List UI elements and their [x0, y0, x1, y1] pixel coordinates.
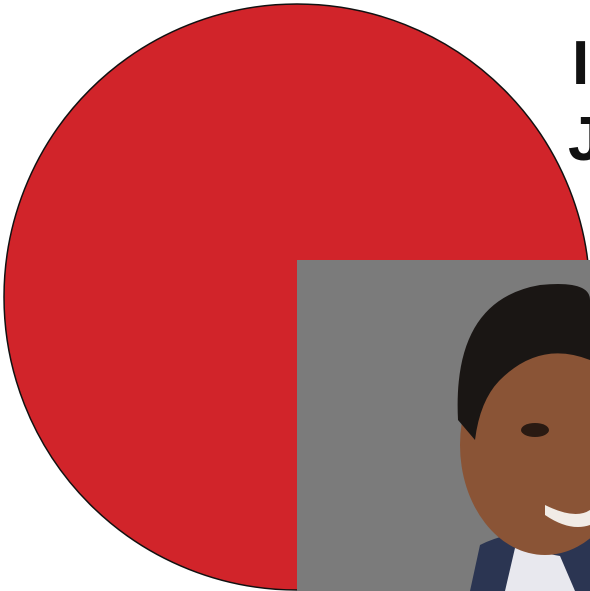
portrait-photo — [297, 260, 590, 591]
hair — [457, 284, 590, 440]
smile — [545, 505, 590, 528]
heading-line-2: J — [568, 105, 590, 174]
shirt — [505, 548, 575, 591]
face — [460, 335, 590, 555]
eye — [521, 423, 549, 437]
heading-line-1: I — [572, 29, 589, 98]
